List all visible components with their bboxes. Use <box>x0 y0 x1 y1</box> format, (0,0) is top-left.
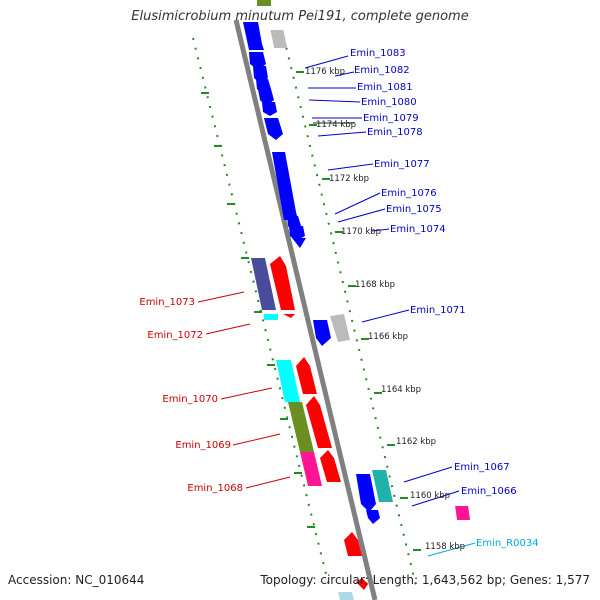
topology-text: Topology: circular; Length: 1,643,562 bp… <box>260 573 590 587</box>
gene-label-rna[interactable]: Emin_R0034 <box>476 538 539 549</box>
gene-label-forward[interactable]: Emin_1067 <box>454 462 510 473</box>
reverse-leader-lines <box>197 291 291 489</box>
gene-block <box>283 314 295 318</box>
gene-label-forward[interactable]: Emin_1079 <box>363 113 419 124</box>
map-title: Elusimicrobium minutum Pei191, complete … <box>131 9 469 24</box>
gene-block <box>288 402 314 452</box>
forward-gene-cluster <box>249 52 306 248</box>
gene-block <box>313 320 331 346</box>
gene-block <box>296 357 317 394</box>
kbp-label: 1160 kbp <box>410 491 450 501</box>
gene-block <box>338 592 354 600</box>
gene-label-forward[interactable]: Emin_1076 <box>381 188 437 199</box>
gene-block <box>306 396 332 448</box>
gene-label-reverse[interactable]: Emin_1068 <box>187 483 243 494</box>
gene-label-reverse[interactable]: Emin_1073 <box>139 297 195 308</box>
gene-block <box>320 450 341 482</box>
rna-leader-line <box>427 542 476 557</box>
gene-label-forward[interactable]: Emin_1083 <box>350 48 406 59</box>
gene-label-forward[interactable]: Emin_1082 <box>354 65 410 76</box>
gene-block <box>344 532 362 556</box>
gene-block <box>300 452 322 486</box>
gene-label-forward[interactable]: Emin_1080 <box>361 97 417 108</box>
kbp-label: 1162 kbp <box>396 437 436 447</box>
gene-block <box>455 506 471 520</box>
kbp-label: 1172 kbp <box>329 174 369 184</box>
genome-backbone <box>233 19 378 600</box>
gene-block <box>270 30 288 48</box>
gene-label-forward[interactable]: Emin_1071 <box>410 305 466 316</box>
gene-block <box>243 22 264 50</box>
kbp-label: 1158 kbp <box>425 542 465 552</box>
gene-label-forward[interactable]: Emin_1075 <box>386 204 442 215</box>
gene-label-forward[interactable]: Emin_1074 <box>390 224 446 235</box>
gene-block <box>372 470 393 502</box>
kbp-label: 1174 kbp <box>316 120 356 130</box>
gene-label-reverse[interactable]: Emin_1069 <box>175 440 231 451</box>
gene-label-forward[interactable]: Emin_1081 <box>357 82 413 93</box>
kbp-label: 1170 kbp <box>341 227 381 237</box>
gene-label-reverse[interactable]: Emin_1072 <box>147 330 203 341</box>
gene-label-reverse[interactable]: Emin_1070 <box>162 394 218 405</box>
gene-block <box>276 360 300 402</box>
gene-block <box>366 510 380 524</box>
gene-block <box>257 0 271 6</box>
outer-ticks <box>296 71 421 551</box>
kbp-label: 1176 kbp <box>305 67 345 77</box>
gene-block <box>356 474 376 512</box>
gene-block <box>270 256 295 310</box>
gene-label-forward[interactable]: Emin_1078 <box>367 127 423 138</box>
gene-block <box>251 258 276 310</box>
gene-label-forward[interactable]: Emin_1066 <box>461 486 517 497</box>
gene-label-forward[interactable]: Emin_1077 <box>374 159 430 170</box>
kbp-label: 1164 kbp <box>381 385 421 395</box>
gene-block <box>330 314 350 342</box>
gene-block <box>264 314 278 320</box>
gene-block <box>356 578 368 590</box>
accession-text: Accession: NC_010644 <box>8 573 145 587</box>
inner-ticks <box>201 92 315 528</box>
kbp-label: 1168 kbp <box>355 280 395 290</box>
kbp-label: 1166 kbp <box>368 332 408 342</box>
forward-leader-lines <box>304 55 460 507</box>
